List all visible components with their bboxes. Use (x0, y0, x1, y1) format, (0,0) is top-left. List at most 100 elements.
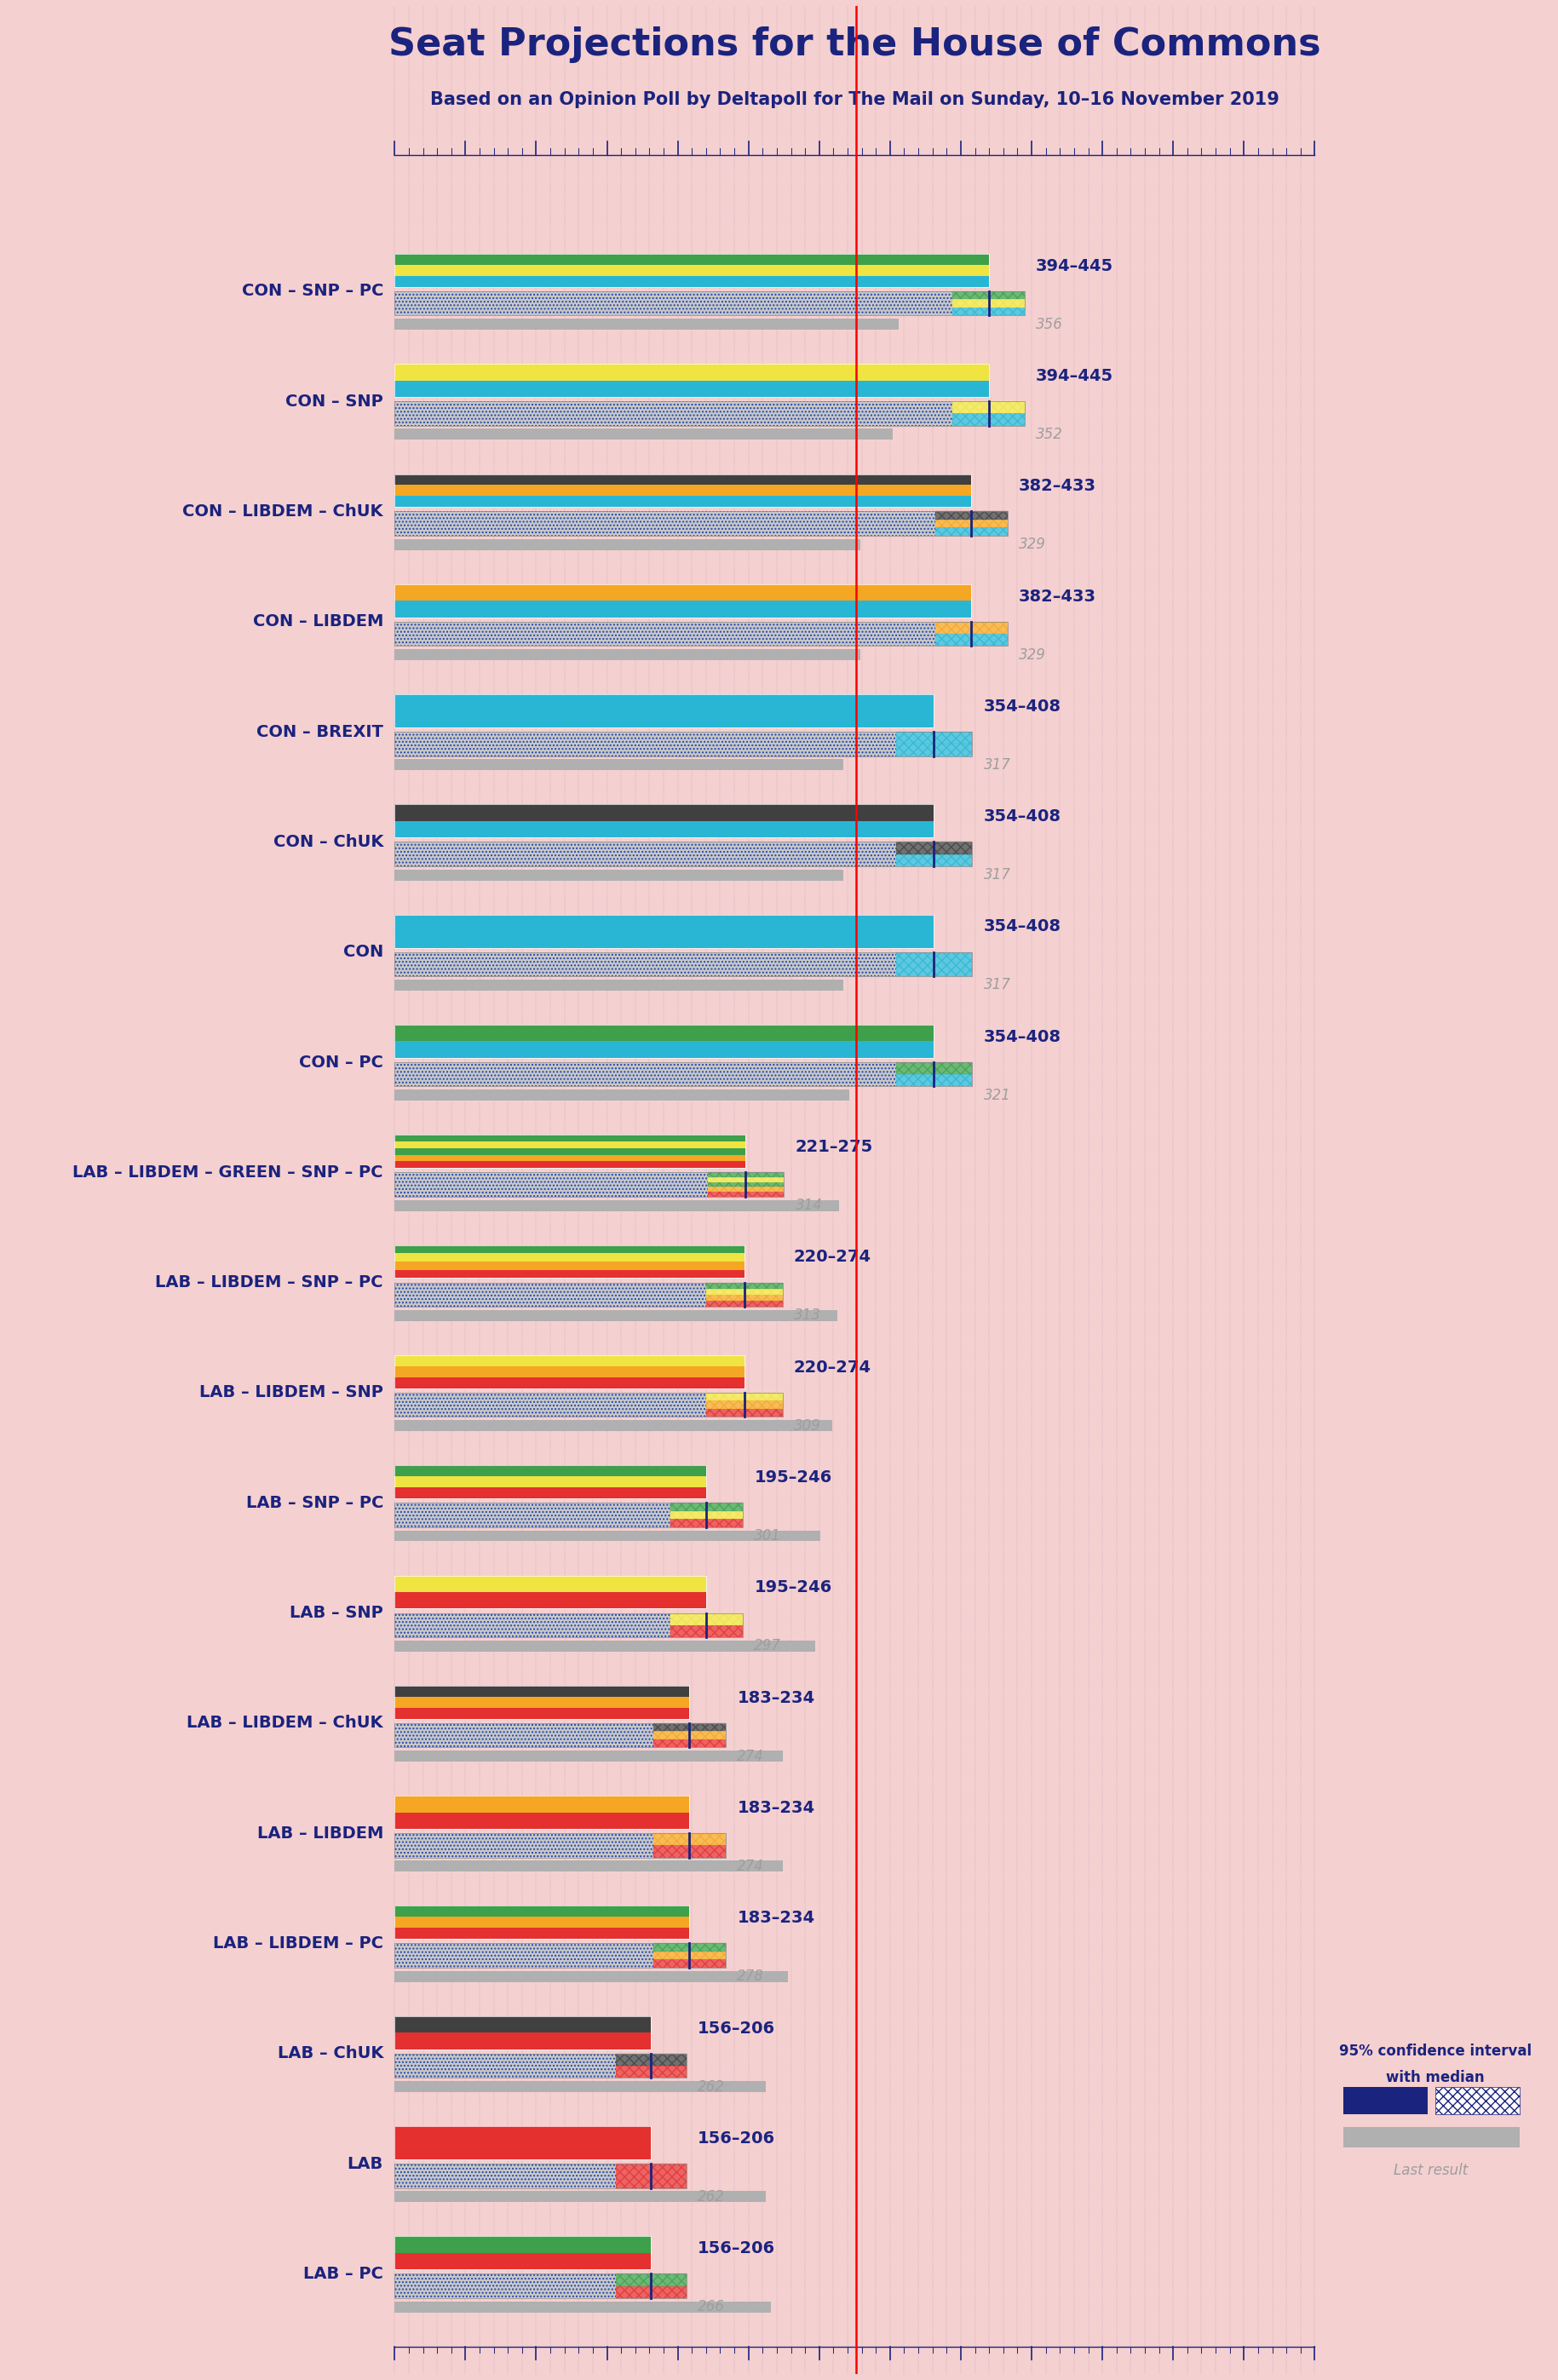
Bar (394, 1200, 840, 1211)
Bar (394, 2254, 651, 2271)
Bar (394, 1502, 743, 1528)
Bar (952, 300, 1025, 307)
Bar (394, 1147, 746, 1154)
Bar (394, 1833, 726, 1856)
Bar (394, 381, 989, 397)
Text: 262: 262 (698, 2190, 724, 2204)
Bar (706, 1283, 782, 1288)
Bar (952, 414, 1025, 426)
Bar (670, 1614, 743, 1626)
Bar (706, 1288, 782, 1295)
Text: LAB – LIBDEM – SNP: LAB – LIBDEM – SNP (199, 1385, 383, 1402)
Bar (394, 1685, 689, 1697)
Bar (615, 2285, 686, 2299)
Text: 321: 321 (983, 1088, 1011, 1102)
Bar (394, 2016, 651, 2049)
Text: LAB – LIBDEM – GREEN – SNP – PC: LAB – LIBDEM – GREEN – SNP – PC (73, 1164, 383, 1180)
Bar (707, 1192, 784, 1197)
Bar (394, 402, 1025, 426)
Bar (896, 843, 972, 854)
Bar (394, 1906, 689, 1916)
Text: with median: with median (1385, 2071, 1485, 2085)
Text: LAB: LAB (347, 2156, 383, 2173)
Bar (394, 1392, 782, 1416)
Bar (654, 1730, 726, 1740)
Bar (394, 981, 843, 990)
Bar (394, 1592, 706, 1609)
Bar (654, 1833, 726, 1844)
Bar (394, 731, 972, 757)
Text: 394–445: 394–445 (1036, 257, 1114, 274)
Bar (654, 1952, 726, 1959)
Bar (707, 1188, 784, 1192)
Bar (394, 1640, 815, 1652)
Bar (394, 1723, 726, 1747)
Bar (394, 1944, 726, 1968)
Bar (706, 1392, 782, 1402)
Bar (394, 2301, 771, 2313)
Text: CON – SNP: CON – SNP (285, 393, 383, 409)
Bar (706, 1288, 782, 1295)
Bar (394, 1614, 743, 1637)
Bar (394, 2163, 686, 2187)
Text: 313: 313 (795, 1309, 821, 1323)
Bar (670, 1518, 743, 1528)
Bar (706, 1392, 782, 1402)
Bar (394, 1309, 838, 1321)
Bar (394, 1811, 689, 1828)
Bar (394, 290, 1025, 317)
Bar (394, 583, 971, 616)
Bar (394, 1697, 689, 1709)
Bar (394, 2125, 651, 2159)
Bar (394, 1576, 706, 1609)
Bar (394, 1502, 743, 1528)
Bar (394, 914, 933, 947)
Text: Based on an Opinion Poll by Deltapoll for The Mail on Sunday, 10–16 November 201: Based on an Opinion Poll by Deltapoll fo… (430, 90, 1279, 107)
Bar (615, 2273, 686, 2285)
Bar (896, 952, 972, 976)
Text: 183–234: 183–234 (737, 1799, 815, 1816)
Bar (654, 1844, 726, 1856)
Bar (896, 1073, 972, 1085)
Bar (394, 1685, 689, 1718)
Bar (394, 1971, 788, 1983)
Bar (394, 1173, 784, 1197)
Bar (394, 695, 933, 712)
Text: CON: CON (343, 945, 383, 959)
Bar (1343, 2128, 1521, 2147)
Bar (394, 731, 972, 757)
Bar (394, 759, 843, 771)
Bar (707, 1178, 784, 1183)
Bar (654, 1952, 726, 1959)
Bar (615, 2054, 686, 2066)
Text: LAB – ChUK: LAB – ChUK (277, 2044, 383, 2061)
Bar (394, 1283, 782, 1307)
Bar (394, 1026, 933, 1057)
Text: CON – LIBDEM – ChUK: CON – LIBDEM – ChUK (182, 505, 383, 519)
Text: 301: 301 (754, 1528, 781, 1545)
Text: 354–408: 354–408 (983, 809, 1061, 826)
Bar (394, 255, 989, 264)
Bar (394, 538, 860, 550)
Bar (394, 495, 971, 507)
Bar (394, 512, 1008, 536)
Bar (394, 695, 933, 728)
Bar (394, 1906, 689, 1940)
Bar (394, 1392, 782, 1416)
Bar (706, 1295, 782, 1302)
Bar (935, 519, 1008, 528)
Bar (654, 1740, 726, 1747)
Bar (394, 2080, 765, 2092)
Bar (707, 1173, 784, 1178)
Bar (706, 1302, 782, 1307)
Bar (394, 843, 972, 866)
Bar (394, 1354, 745, 1366)
Text: 278: 278 (737, 1968, 765, 1985)
Text: 314: 314 (795, 1197, 823, 1214)
Text: Last result: Last result (1394, 2163, 1468, 2178)
Text: 95% confidence interval: 95% confidence interval (1338, 2044, 1532, 2059)
Bar (394, 804, 933, 838)
Text: 309: 309 (795, 1418, 821, 1433)
Bar (896, 854, 972, 866)
Text: LAB – SNP: LAB – SNP (290, 1604, 383, 1621)
